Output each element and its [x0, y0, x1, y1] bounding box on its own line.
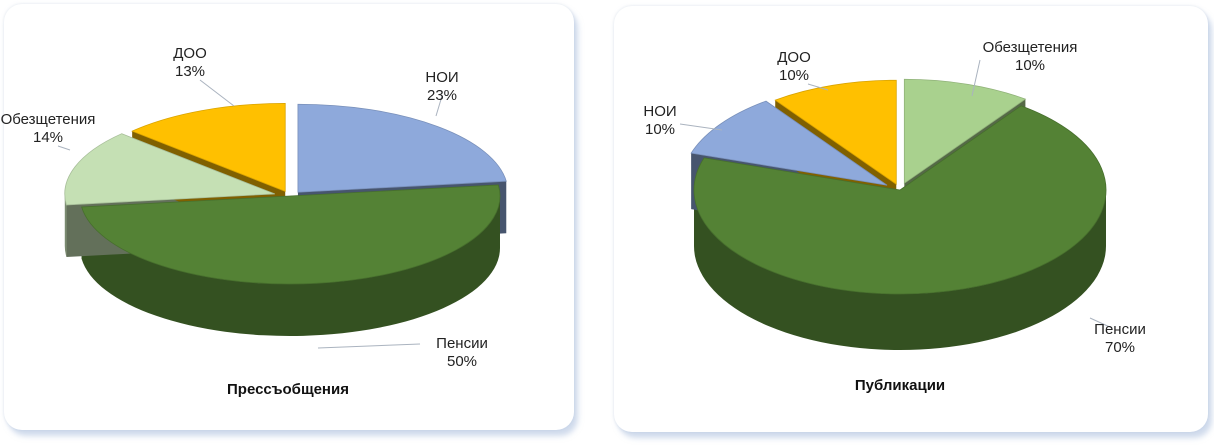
data-label-value-doo: 10%	[779, 67, 809, 84]
leader-line-doo	[807, 83, 829, 91]
data-label-value-noi: 10%	[645, 121, 675, 138]
data-label-category-obezshteteniya: Обезщетения	[983, 39, 1078, 56]
chart-title-press-releases: Прессъобщения	[227, 381, 349, 398]
pie-slice-side-pensii	[694, 190, 1106, 350]
pie-slice-pensii	[81, 184, 501, 285]
data-label-category-pensii: Пенсии	[1094, 321, 1146, 338]
leader-line-pensii	[317, 343, 421, 349]
data-label-category-doo: ДОО	[777, 49, 811, 66]
pie-slice-noi	[690, 100, 888, 186]
data-label-value-obezshteteniya: 10%	[1015, 57, 1045, 74]
leader-line-obezshteteniya	[57, 145, 71, 151]
pie-slice-doo	[131, 102, 286, 192]
pie-slice-side-pensii	[81, 196, 500, 337]
leader-line-obezshteteniya	[971, 59, 981, 97]
pie-slice-side-obezshteteniya	[64, 193, 67, 257]
pie-slice-doo	[774, 79, 897, 186]
data-label-category-pensii: Пенсии	[436, 335, 488, 352]
data-label-value-obezshteteniya: 14%	[33, 129, 63, 146]
data-label-category-doo: ДОО	[173, 45, 207, 62]
pie-slice-noi	[297, 103, 507, 193]
leader-line-noi	[435, 95, 443, 117]
pie-slice-obezshteteniya	[64, 133, 275, 206]
data-label-category-noi: НОИ	[643, 103, 676, 120]
data-label-value-doo: 13%	[175, 63, 205, 80]
data-label-category-obezshteteniya: Обезщетения	[1, 111, 96, 128]
leader-line-doo	[199, 79, 235, 107]
pie-tops-press	[64, 102, 507, 285]
leader-line-noi	[679, 123, 723, 131]
data-label-category-noi: НОИ	[425, 69, 458, 86]
chart-title-publications: Публикации	[855, 377, 945, 394]
data-label-value-pensii: 50%	[447, 353, 477, 370]
leader-line-pensii	[1089, 317, 1113, 329]
pie-slice-pensii	[693, 105, 1107, 295]
pie-tops-publications	[690, 78, 1107, 295]
data-label-value-pensii: 70%	[1105, 339, 1135, 356]
data-label-value-noi: 23%	[427, 87, 457, 104]
pie-slice-obezshteteniya	[903, 78, 1027, 185]
